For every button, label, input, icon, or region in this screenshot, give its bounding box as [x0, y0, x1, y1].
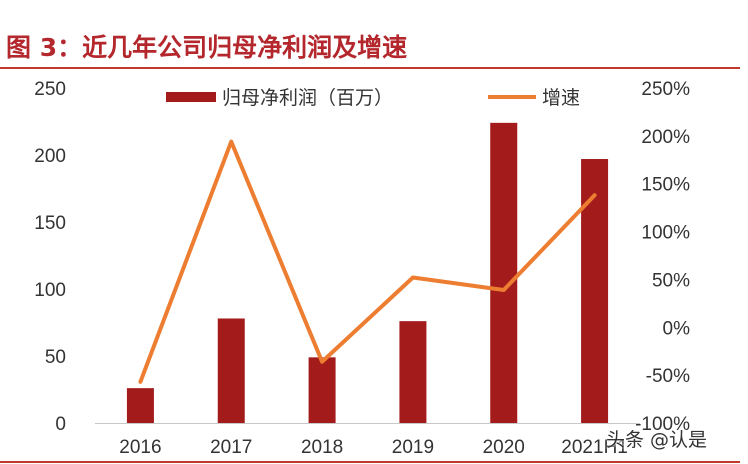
right-tick--50%: -50%	[646, 366, 690, 387]
left-tick-0: 0	[55, 414, 66, 435]
bar-2018	[308, 357, 336, 423]
right-tick-50%: 50%	[652, 270, 690, 291]
bar-2020	[490, 122, 518, 423]
right-tick-0%: 0%	[663, 318, 691, 339]
bar-2016	[126, 388, 154, 423]
right-axis-ticks: -100% -50% 0% 50% 100% 150% 200% 250%	[635, 79, 690, 435]
legend-bar-swatch	[166, 92, 216, 102]
right-tick-200%: 200%	[641, 127, 690, 148]
watermark: 头条 @认是	[606, 429, 708, 451]
x-tick-2019: 2019	[392, 437, 434, 458]
bottom-rule	[0, 461, 740, 463]
right-tick--100%: -100%	[635, 414, 690, 435]
bar-series	[126, 122, 609, 423]
x-tick-2018: 2018	[301, 437, 343, 458]
x-tick-2017: 2017	[210, 437, 252, 458]
x-tick-2016: 2016	[119, 437, 161, 458]
x-tick-2021H1: 2021H1	[561, 437, 628, 458]
left-tick-50: 50	[45, 347, 66, 368]
title-rule	[0, 67, 740, 69]
left-tick-150: 150	[34, 213, 66, 234]
left-tick-200: 200	[34, 146, 66, 167]
left-axis-ticks: 0 50 100 150 200 250	[34, 79, 66, 435]
bar-2021H1	[581, 159, 609, 423]
legend: 归母净利润（百万） 增速	[166, 87, 580, 109]
left-tick-250: 250	[34, 79, 66, 100]
growth-line	[138, 139, 597, 384]
x-tick-2020: 2020	[483, 437, 525, 458]
left-tick-100: 100	[34, 280, 66, 301]
x-axis-ticks: 2016 2017 2018 2019 2020 2021H1	[119, 437, 628, 458]
figure-title: 图 3：近几年公司归母净利润及增速	[6, 33, 408, 62]
line-series	[138, 139, 597, 384]
right-tick-100%: 100%	[641, 223, 690, 244]
legend-bar-label: 归母净利润（百万）	[222, 87, 393, 109]
right-tick-250%: 250%	[641, 79, 690, 100]
bar-2019	[399, 321, 427, 423]
legend-line-label: 增速	[542, 87, 580, 109]
right-tick-150%: 150%	[641, 175, 690, 196]
bar-2017	[217, 318, 245, 423]
